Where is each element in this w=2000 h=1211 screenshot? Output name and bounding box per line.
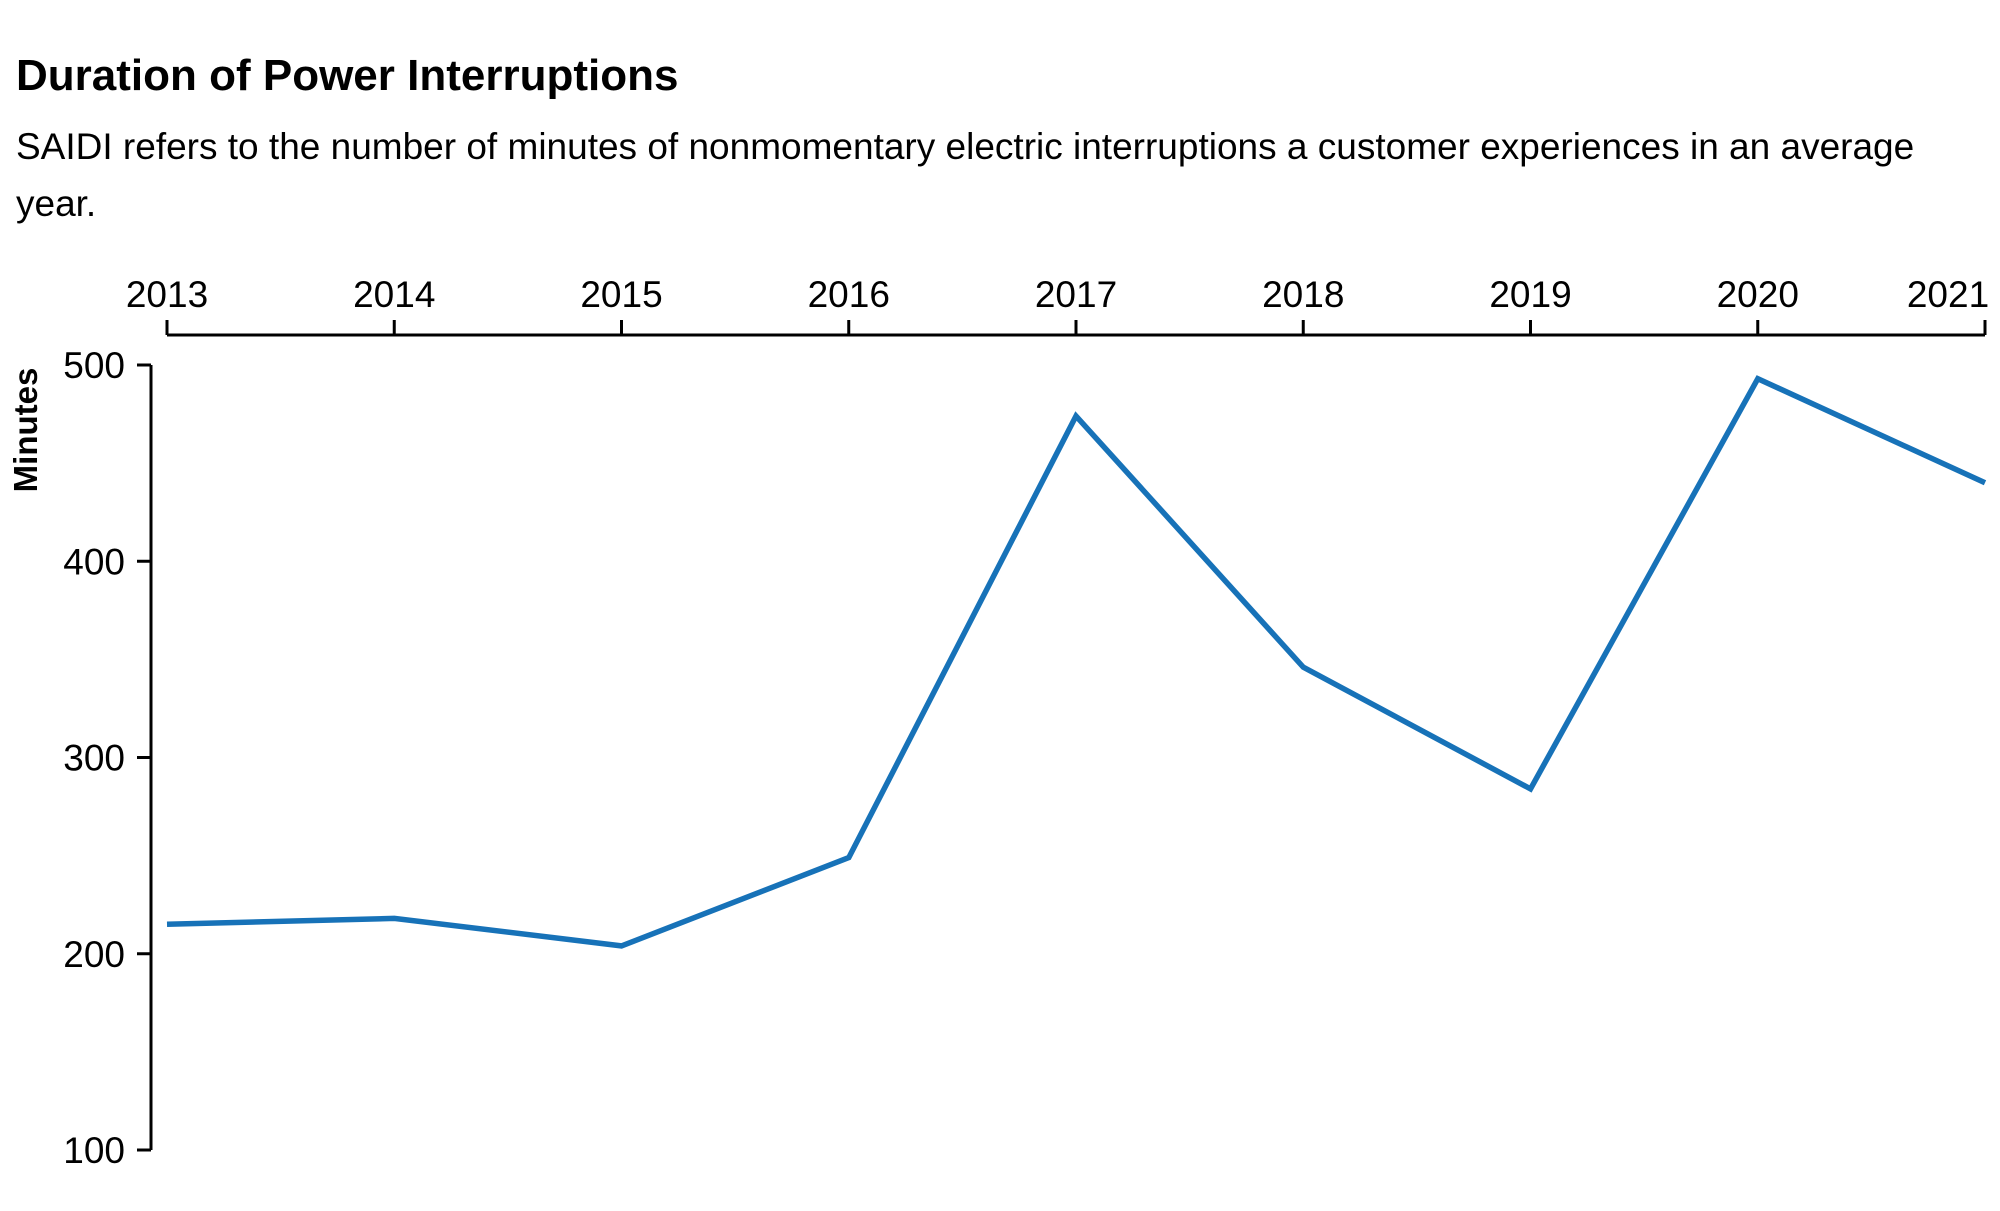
x-tick-label: 2014: [353, 274, 435, 315]
x-tick-label: 2020: [1717, 274, 1799, 315]
x-tick-label: 2019: [1489, 274, 1571, 315]
y-axis: 100 200 300 400 500: [63, 345, 153, 1171]
data-point-2016: [846, 855, 852, 861]
x-tick-label: 2013: [126, 274, 208, 315]
x-tick-label: 2021: [1907, 274, 1989, 315]
chart-subtitle: SAIDI refers to the number of minutes of…: [16, 126, 1915, 224]
data-point-2021: [1982, 480, 1988, 486]
y-tick-label: 200: [63, 934, 125, 975]
data-point-2013: [164, 921, 170, 927]
chart-title: Duration of Power Interruptions: [16, 51, 679, 100]
data-point-2018: [1300, 664, 1306, 670]
data-point-2019: [1528, 786, 1534, 792]
data-point-2020: [1755, 376, 1761, 382]
y-axis-title: Minutes: [7, 368, 44, 493]
y-tick-label: 500: [63, 345, 125, 386]
x-axis: 2013 2014 2015 2016 2017 2018 2019 2020 2021: [126, 274, 1989, 337]
x-tick-label: 2015: [580, 274, 662, 315]
series-line-0: [166, 375, 1987, 949]
y-tick-label: 300: [63, 738, 125, 779]
x-tick-label: 2016: [808, 274, 890, 315]
data-point-2017: [1073, 413, 1079, 419]
y-tick-label: 400: [63, 541, 125, 582]
x-tick-label: 2017: [1035, 274, 1117, 315]
x-tick-label: 2018: [1262, 274, 1344, 315]
y-tick-label: 100: [63, 1130, 125, 1171]
data-point-2015: [619, 943, 625, 949]
data-point-2014: [391, 915, 397, 921]
series-layer: [164, 375, 1988, 949]
